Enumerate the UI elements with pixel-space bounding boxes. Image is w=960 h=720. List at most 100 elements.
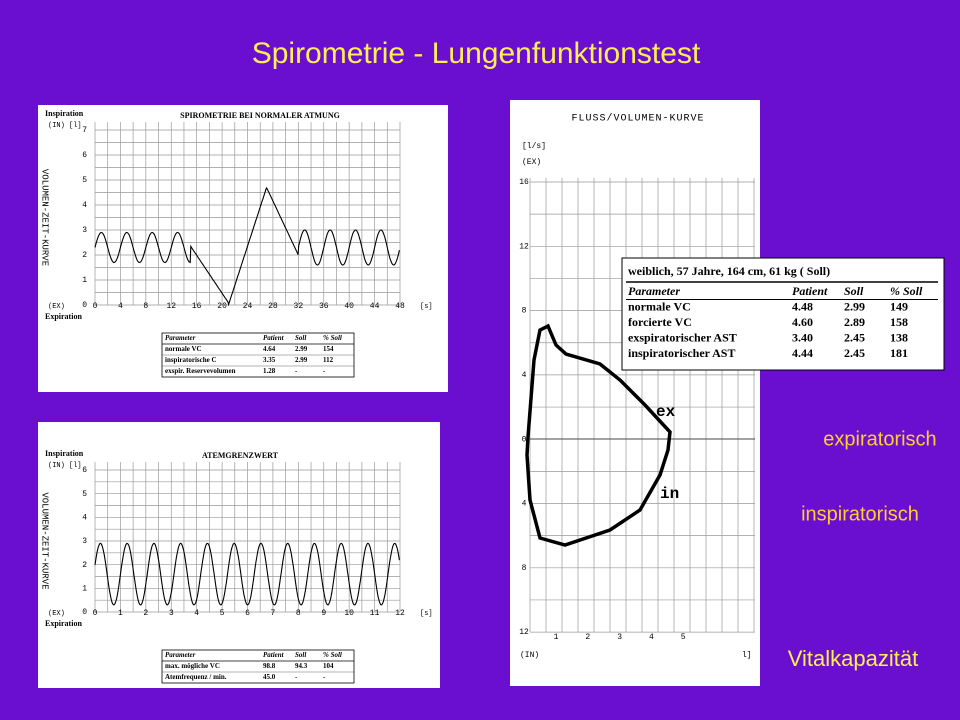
label: 24 bbox=[243, 302, 253, 311]
label: 16 bbox=[192, 302, 202, 311]
label: l] bbox=[742, 651, 752, 660]
label: 4 bbox=[82, 513, 87, 522]
label: 10 bbox=[344, 609, 354, 618]
label: 2 bbox=[143, 609, 148, 618]
label: 16 bbox=[519, 178, 529, 187]
label: 1 bbox=[82, 276, 87, 285]
label: max. mögliche VC bbox=[165, 662, 220, 670]
label: VOLUMEN-ZEIT-KURVE bbox=[40, 492, 50, 589]
label: - bbox=[323, 673, 326, 681]
label: 0 bbox=[82, 301, 87, 310]
label: 20 bbox=[217, 302, 227, 311]
label: [s] bbox=[420, 303, 433, 311]
table-border bbox=[161, 649, 355, 684]
label: 36 bbox=[319, 302, 329, 311]
label: 6 bbox=[245, 609, 250, 618]
label: VOLUMEN-ZEIT-KURVE bbox=[40, 169, 50, 266]
label: [l/s] bbox=[522, 142, 546, 151]
label: 7 bbox=[82, 126, 87, 135]
label: (EX) bbox=[48, 303, 65, 311]
label: Patient bbox=[263, 334, 285, 342]
label: 181 bbox=[890, 346, 908, 360]
label: (IN) [l] bbox=[48, 122, 82, 130]
label: 1.28 bbox=[263, 367, 276, 375]
label: 112 bbox=[323, 356, 334, 364]
label: Parameter bbox=[165, 334, 196, 342]
label: 2.45 bbox=[844, 346, 865, 360]
side-label: inspiratorisch bbox=[801, 503, 919, 525]
label: ATEMGRENZWERT bbox=[202, 451, 279, 460]
label: 5 bbox=[82, 176, 87, 185]
label: normale VC bbox=[165, 345, 202, 353]
label: 28 bbox=[268, 302, 278, 311]
label: 8 bbox=[522, 564, 527, 573]
panel bbox=[38, 422, 440, 688]
label: 4 bbox=[82, 201, 87, 210]
label: [s] bbox=[420, 610, 433, 618]
label: 32 bbox=[294, 302, 304, 311]
label: 4 bbox=[194, 609, 199, 618]
label: 2.45 bbox=[844, 330, 865, 344]
label: 5 bbox=[220, 609, 225, 618]
label: 4.60 bbox=[792, 315, 813, 329]
label: 2 bbox=[82, 251, 87, 260]
label: 12 bbox=[166, 302, 176, 311]
label: inspiratorische C bbox=[165, 356, 217, 364]
label: 3 bbox=[82, 226, 87, 235]
label: 5 bbox=[681, 633, 686, 642]
label: (IN) [l] bbox=[48, 462, 82, 470]
label: 0 bbox=[82, 608, 87, 617]
label: Parameter bbox=[628, 284, 680, 298]
label: 149 bbox=[890, 299, 908, 313]
label: 3.40 bbox=[792, 330, 813, 344]
label: 7 bbox=[271, 609, 276, 618]
label: 3 bbox=[169, 609, 174, 618]
label: 158 bbox=[890, 315, 908, 329]
label: exspir. Reservevolumen bbox=[165, 367, 236, 375]
slide-title: Spirometrie - Lungenfunktionstest bbox=[252, 37, 701, 70]
label: Inspiration bbox=[45, 449, 84, 458]
label: 3 bbox=[82, 537, 87, 546]
label: - bbox=[323, 367, 326, 375]
volume-curve bbox=[94, 542, 400, 606]
label: 6 bbox=[82, 466, 87, 475]
label: 2.99 bbox=[295, 356, 308, 364]
label: FLUSS/VOLUMEN-KURVE bbox=[571, 113, 704, 125]
label: 12 bbox=[519, 628, 529, 637]
label: 154 bbox=[323, 345, 334, 353]
label: 138 bbox=[890, 330, 908, 344]
label: 3.35 bbox=[263, 356, 276, 364]
label: 9 bbox=[321, 609, 326, 618]
label: - bbox=[295, 367, 298, 375]
label: Expiration bbox=[45, 619, 82, 628]
label: 5 bbox=[82, 490, 87, 499]
label: normale VC bbox=[628, 299, 691, 313]
volume-curve bbox=[94, 187, 400, 307]
label: forcierte VC bbox=[628, 315, 692, 329]
label: 98.8 bbox=[263, 662, 276, 670]
label: Patient bbox=[792, 284, 828, 298]
side-label: Vitalkapazität bbox=[788, 646, 918, 671]
label: (EX) bbox=[522, 158, 541, 167]
label: 2.89 bbox=[844, 315, 865, 329]
label: 2.99 bbox=[295, 345, 308, 353]
label: 1 bbox=[554, 633, 559, 642]
label: 11 bbox=[370, 609, 380, 618]
label: 0 bbox=[93, 302, 98, 311]
label: % Soll bbox=[890, 284, 923, 298]
label: 12 bbox=[519, 242, 529, 251]
label: Soll bbox=[295, 334, 306, 342]
label: Atemfrequenz / min. bbox=[165, 673, 227, 681]
label: - bbox=[295, 673, 298, 681]
label: exspiratorischer AST bbox=[628, 330, 737, 344]
label: Soll bbox=[295, 651, 306, 659]
label: 94.3 bbox=[295, 662, 308, 670]
label: 44 bbox=[370, 302, 380, 311]
label: Patient bbox=[263, 651, 285, 659]
label: 3 bbox=[617, 633, 622, 642]
label: (EX) bbox=[48, 610, 65, 618]
overlay-box bbox=[621, 257, 945, 371]
label: weiblich, 57 Jahre, 164 cm, 61 kg ( Soll… bbox=[628, 264, 830, 278]
